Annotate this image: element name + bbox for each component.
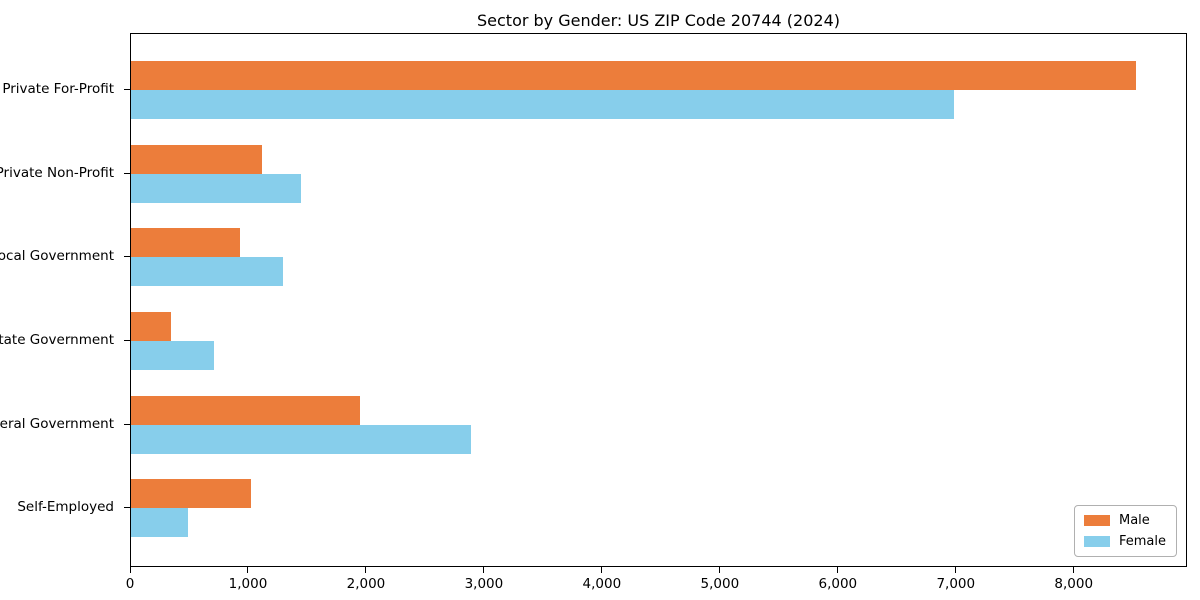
x-tick-label-7000: 7,000 [936, 576, 976, 592]
x-tick-mark [129, 567, 131, 573]
x-tick-mark [365, 567, 367, 573]
chart-title: Sector by Gender: US ZIP Code 20744 (202… [477, 11, 840, 30]
x-tick-mark [719, 567, 721, 573]
bar-female-private-for-profit [131, 90, 955, 119]
x-tick-mark [1073, 567, 1075, 573]
y-axis-label-private-for-profit: Private For-Profit [2, 81, 114, 97]
legend-item-female: Female [1083, 534, 1166, 549]
female-series-swatch [1083, 536, 1110, 547]
plot-area: Male Female [130, 33, 1187, 567]
y-tick-mark [124, 423, 130, 425]
x-tick-mark [955, 567, 957, 573]
x-tick-label-2000: 2,000 [346, 576, 386, 592]
bar-male-local-government [131, 228, 240, 258]
x-tick-label-1000: 1,000 [228, 576, 268, 592]
y-tick-mark [124, 507, 130, 509]
y-tick-mark [124, 256, 130, 258]
x-tick-label-3000: 3,000 [464, 576, 504, 592]
x-tick-label-0: 0 [125, 576, 135, 592]
bar-male-self-employed [131, 479, 252, 509]
y-axis-label-federal-government: Federal Government [0, 415, 114, 432]
y-axis-label-self-employed: Self-Employed [17, 499, 114, 516]
y-axis-label-private-non-profit: Private Non-Profit [0, 164, 114, 181]
y-tick-mark [124, 172, 130, 174]
x-tick-mark [601, 567, 603, 573]
bar-male-federal-government [131, 395, 360, 425]
y-axis-label-state-government: State Government [0, 331, 114, 348]
legend-label-male: Male [1118, 513, 1150, 528]
y-tick-mark [124, 89, 130, 90]
bar-female-private-non-profit [131, 173, 301, 203]
x-tick-mark [483, 567, 485, 573]
x-tick-label-5000: 5,000 [700, 576, 740, 592]
y-axis-label-local-government: Local Government [0, 248, 114, 265]
legend-item-male: Male [1083, 513, 1166, 528]
bar-female-state-government [131, 340, 214, 370]
legend: Male Female [1073, 505, 1177, 557]
y-tick-mark [124, 339, 130, 341]
y-axis-labels: Private For-Profit Private Non-Profit Loca… [0, 33, 122, 567]
legend-label-female: Female [1118, 534, 1166, 549]
bar-male-state-government [131, 311, 172, 341]
bar-male-private-for-profit [131, 61, 1137, 90]
x-tick-mark [247, 567, 249, 573]
bar-female-local-government [131, 257, 284, 287]
x-tick-mark [837, 567, 839, 573]
x-tick-label-6000: 6,000 [818, 576, 858, 592]
bar-female-self-employed [131, 508, 188, 538]
x-tick-label-8000: 8,000 [1054, 576, 1094, 592]
x-tick-label-4000: 4,000 [582, 576, 622, 592]
male-series-swatch [1083, 515, 1110, 526]
bar-male-private-non-profit [131, 144, 262, 174]
bar-female-federal-government [131, 424, 471, 454]
